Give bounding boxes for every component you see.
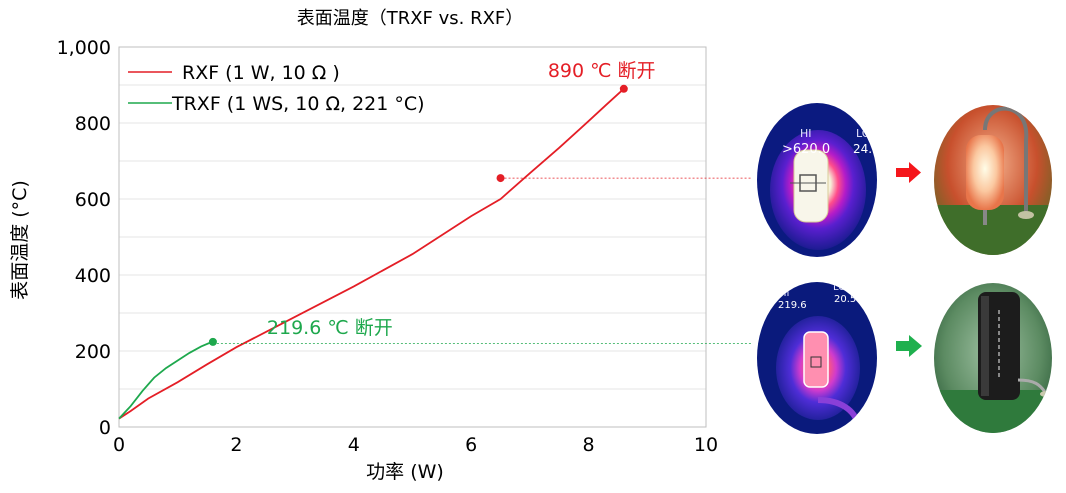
y-tick-label: 1,000: [57, 37, 111, 59]
annotations: 890 ℃ 断开 219.6 ℃ 断开: [267, 60, 656, 339]
photo2-hi-value: 219.6: [778, 300, 807, 311]
legend-label: TRXF (1 WS, 10 Ω, 221 °C): [171, 93, 425, 115]
photo1-lo-label: LO: [856, 127, 871, 140]
x-tick-label: 8: [583, 434, 595, 456]
x-tick-label: 6: [465, 434, 477, 456]
x-axis-label: 功率 (W): [366, 461, 444, 483]
grid: [119, 84, 706, 390]
legend: RXF (1 W, 10 Ω ) TRXF (1 WS, 10 Ω, 221 °C…: [128, 62, 425, 115]
data-point-marker: [208, 337, 217, 346]
legend-label: RXF (1 W, 10 Ω ): [182, 62, 340, 84]
photo2-lo-label: LO: [833, 282, 846, 293]
series-line-1: [118, 340, 214, 420]
green-arrow-icon: [896, 335, 922, 357]
x-tick-label: 10: [694, 434, 718, 456]
annotation-trxf-cutoff: 219.6 ℃ 断开: [267, 317, 393, 339]
y-tick-label: 400: [75, 265, 111, 287]
annotation-rxf-cutoff: 890 ℃ 断开: [548, 60, 656, 82]
y-axis-label: 表面温度 (°C): [9, 180, 31, 300]
data-point-marker: [619, 84, 628, 93]
chart-title: 表面温度（TRXF vs. RXF）: [297, 8, 524, 29]
y-tick-label: 0: [99, 417, 111, 439]
photo2-hi-label: HI: [779, 288, 789, 299]
x-tick-label: 0: [113, 434, 125, 456]
photo2-lo-value: 20.5: [834, 294, 856, 305]
photo1-hi-label: HI: [800, 127, 812, 140]
red-arrow-icon: [896, 162, 921, 183]
y-tick-label: 800: [75, 113, 111, 135]
x-tick-label: 4: [348, 434, 360, 456]
y-tick-label: 600: [75, 189, 111, 211]
series-line-0: [118, 88, 625, 420]
x-tick-label: 2: [230, 434, 242, 456]
photo1-lo-value: 24.4: [853, 142, 880, 156]
thermal-image-warm: HI 219.6 LO 20.5: [757, 282, 877, 434]
photo-black-resistor: [934, 283, 1052, 433]
ticks: 0 200 400 600 800 1,000 0 2 4 6 8 10: [57, 37, 719, 456]
plot-frame: [118, 46, 707, 428]
photo-glowing-resistor: [934, 105, 1052, 255]
series: [118, 88, 625, 420]
thermal-image-hot: HI >620.0 LO 24.4: [757, 103, 880, 257]
markers: [208, 84, 752, 346]
y-tick-label: 200: [75, 341, 111, 363]
photo1-hi-value: >620.0: [782, 142, 830, 157]
